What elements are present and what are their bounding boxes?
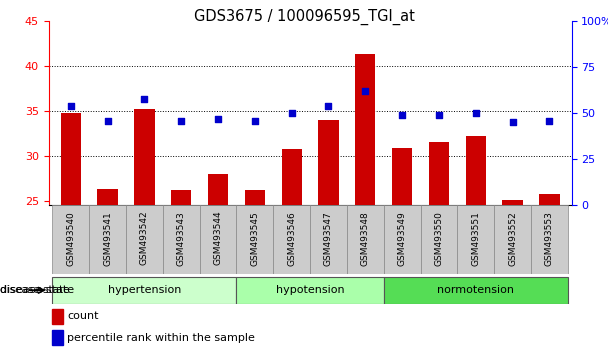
Point — [434, 112, 444, 118]
Text: GSM493546: GSM493546 — [287, 211, 296, 266]
Point — [545, 118, 554, 124]
Bar — [208, 174, 228, 205]
Point — [471, 110, 481, 116]
Text: disease state: disease state — [0, 285, 69, 295]
Bar — [52, 205, 89, 274]
Point — [361, 88, 370, 94]
Text: GSM493545: GSM493545 — [250, 211, 260, 266]
Bar — [237, 277, 384, 304]
Text: GSM493543: GSM493543 — [177, 211, 185, 266]
Bar — [52, 309, 63, 324]
Text: GSM493540: GSM493540 — [66, 211, 75, 266]
Bar — [384, 205, 421, 274]
Text: GSM493541: GSM493541 — [103, 211, 112, 266]
Text: GDS3675 / 100096595_TGI_at: GDS3675 / 100096595_TGI_at — [193, 9, 415, 25]
Point — [250, 118, 260, 124]
Point — [139, 96, 149, 101]
Text: count: count — [67, 311, 99, 321]
Bar — [282, 149, 302, 205]
Bar — [134, 109, 154, 205]
Bar — [355, 55, 376, 205]
Text: GSM493552: GSM493552 — [508, 211, 517, 266]
Bar — [199, 205, 237, 274]
Bar — [502, 200, 523, 205]
Text: hypertension: hypertension — [108, 285, 181, 295]
Bar — [244, 190, 265, 205]
Bar — [52, 330, 63, 345]
Point — [176, 118, 186, 124]
Text: GSM493550: GSM493550 — [435, 211, 443, 266]
Text: GSM493547: GSM493547 — [324, 211, 333, 266]
Point — [287, 110, 297, 116]
Bar — [457, 205, 494, 274]
Bar — [310, 205, 347, 274]
Point — [213, 116, 223, 122]
Bar — [171, 190, 192, 205]
Point — [103, 118, 112, 124]
Bar — [163, 205, 199, 274]
Bar — [52, 277, 237, 304]
Text: percentile rank within the sample: percentile rank within the sample — [67, 332, 255, 343]
Bar — [466, 136, 486, 205]
Bar — [319, 120, 339, 205]
Text: GSM493544: GSM493544 — [213, 211, 223, 266]
Bar — [531, 205, 568, 274]
Bar — [494, 205, 531, 274]
Text: GSM493548: GSM493548 — [361, 211, 370, 266]
Bar — [61, 113, 81, 205]
Text: GSM493553: GSM493553 — [545, 211, 554, 266]
Text: normotension: normotension — [437, 285, 514, 295]
Bar — [421, 205, 457, 274]
Bar — [384, 277, 568, 304]
Bar — [392, 148, 412, 205]
Text: disease state: disease state — [0, 285, 74, 295]
Bar — [89, 205, 126, 274]
Bar — [347, 205, 384, 274]
Text: GSM493542: GSM493542 — [140, 211, 149, 266]
Point — [323, 103, 333, 109]
Point — [397, 112, 407, 118]
Point — [508, 120, 517, 125]
Text: GSM493549: GSM493549 — [398, 211, 407, 266]
Bar — [539, 194, 559, 205]
Point — [66, 103, 75, 109]
Bar — [429, 142, 449, 205]
Bar — [237, 205, 273, 274]
Text: GSM493551: GSM493551 — [471, 211, 480, 266]
Text: hypotension: hypotension — [276, 285, 344, 295]
Bar — [126, 205, 163, 274]
Bar — [273, 205, 310, 274]
Bar — [97, 189, 118, 205]
